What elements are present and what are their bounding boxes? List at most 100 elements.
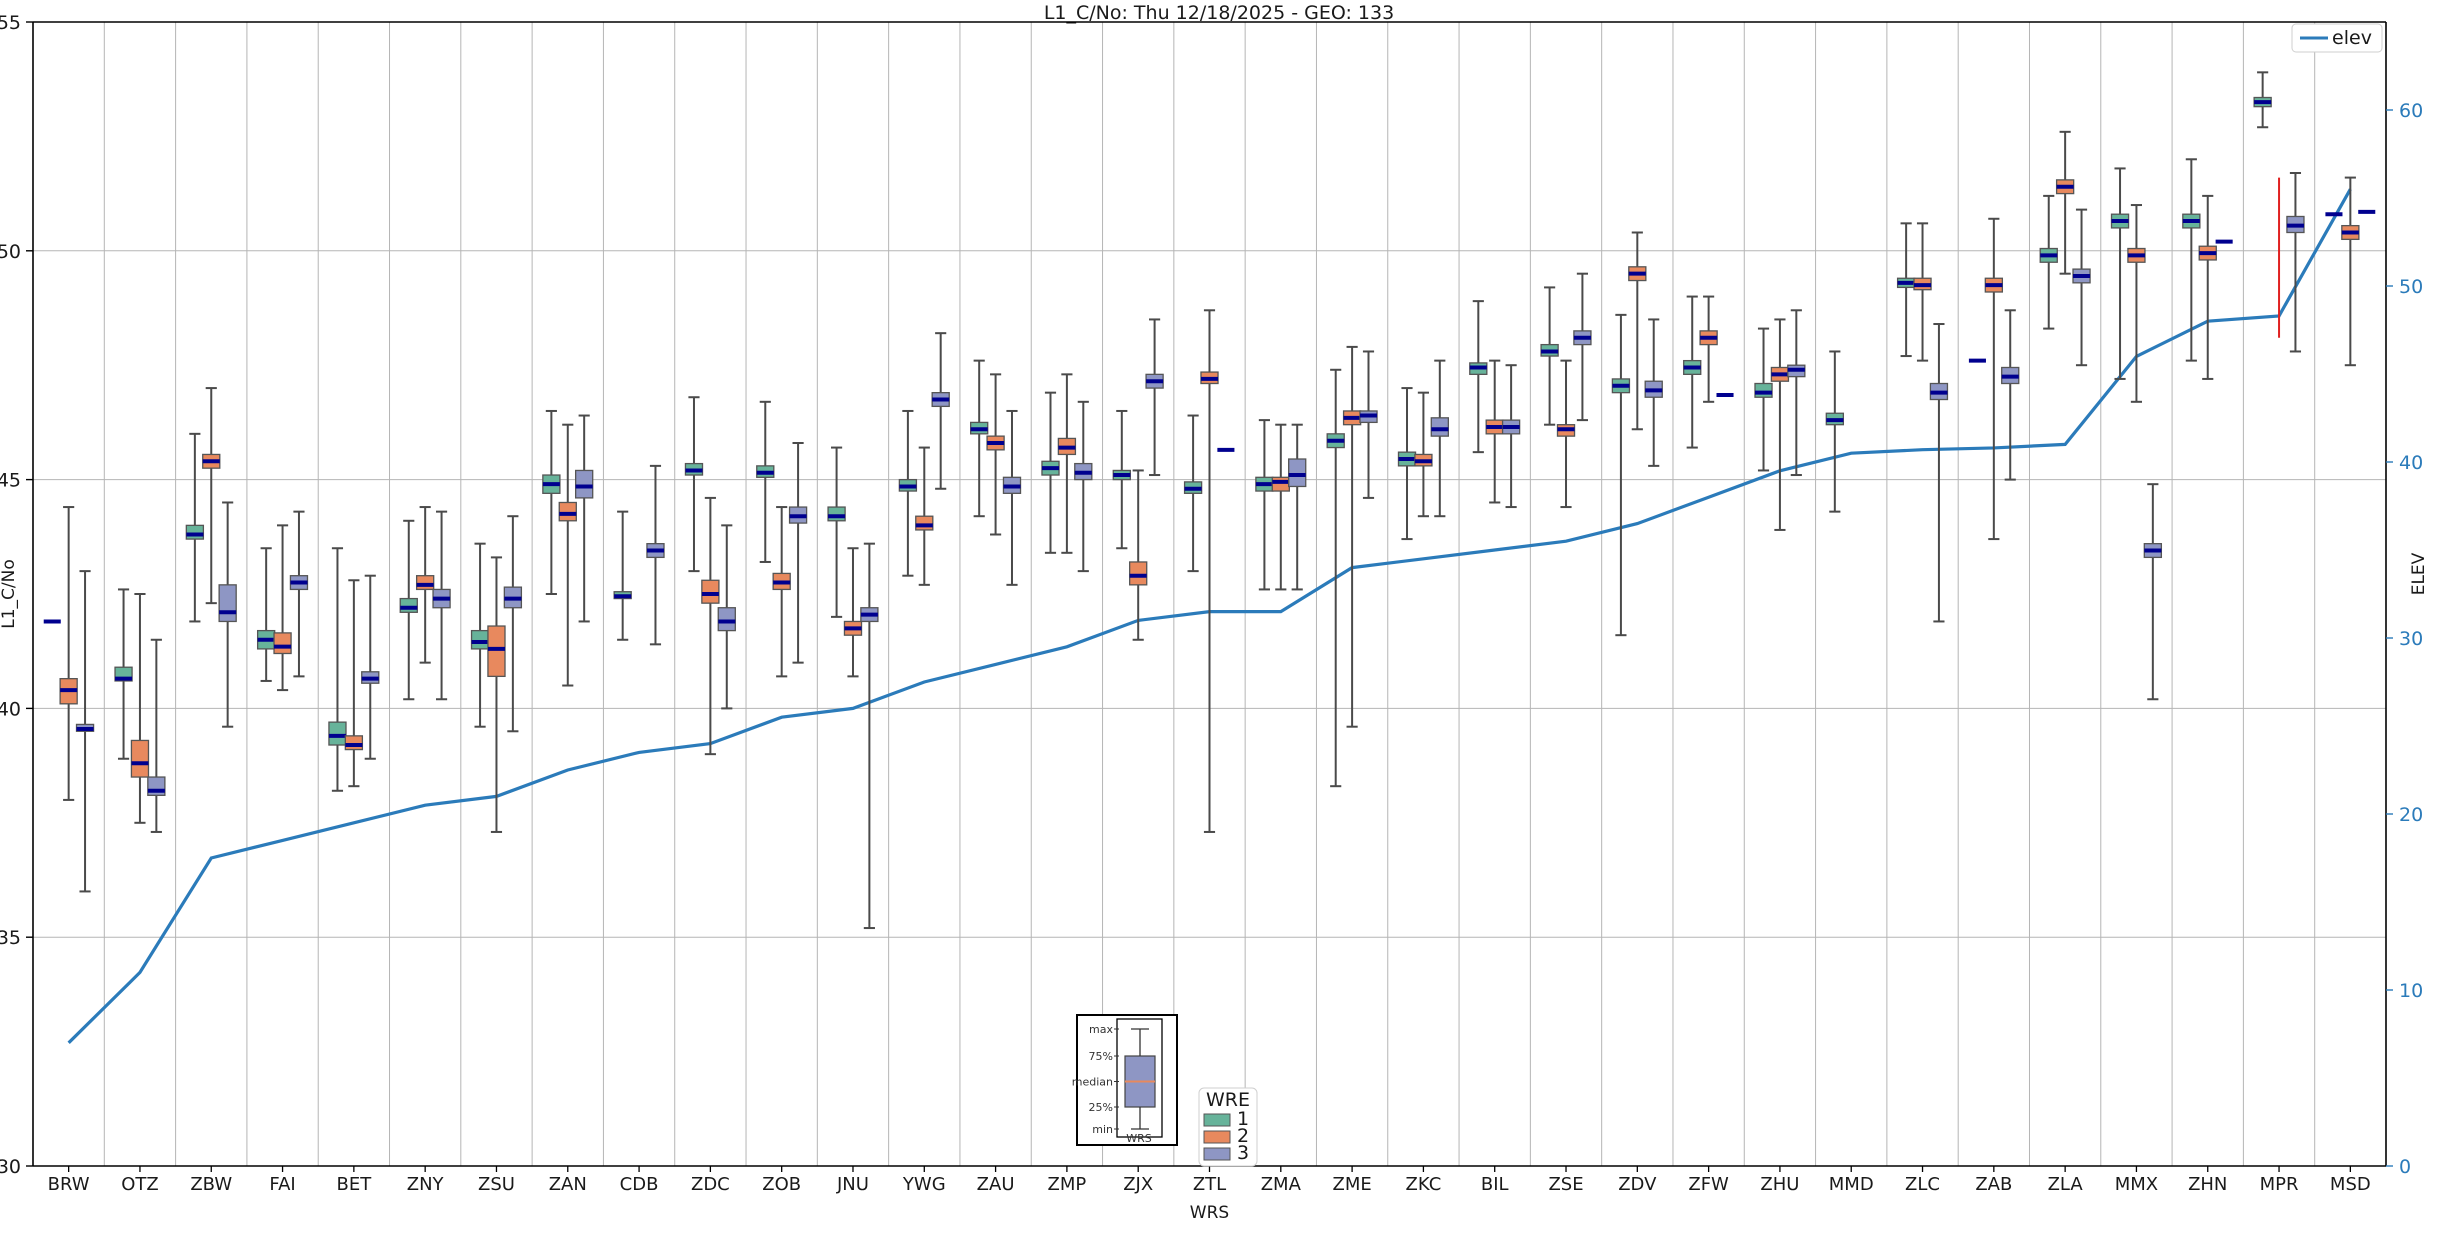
boxplot-otz-wre2[interactable] <box>130 593 150 824</box>
boxplot-zhn-wre2[interactable] <box>2198 194 2217 380</box>
boxplot-zma-wre3[interactable] <box>1288 423 1307 591</box>
boxplot-ztl-wre1[interactable] <box>1183 414 1203 573</box>
boxplot-bil-wre2[interactable] <box>1485 359 1504 504</box>
boxplot-zau-wre3[interactable] <box>1002 409 1022 586</box>
boxplot-ywg-wre2[interactable] <box>915 446 934 586</box>
boxplot-zlc-wre3[interactable] <box>1929 323 1949 623</box>
boxplot-mmx-wre1[interactable] <box>2110 167 2130 380</box>
boxplot-zab-wre2[interactable] <box>1984 217 2004 541</box>
boxplot-jnu-wre1[interactable] <box>827 446 846 618</box>
boxplot-zse-wre3[interactable] <box>1573 272 1592 422</box>
boxplot-zsu-wre2[interactable] <box>487 556 506 833</box>
boxplot-fai-wre1[interactable] <box>256 547 276 682</box>
boxplot-zhu-wre3[interactable] <box>1787 309 1806 477</box>
wre-legend[interactable] <box>1198 1087 1258 1167</box>
boxplot-bet-wre3[interactable] <box>361 574 380 760</box>
boxplot-zdv-wre1[interactable] <box>1611 313 1631 637</box>
elev-legend[interactable] <box>2291 23 2383 53</box>
boxplot-bet-wre2[interactable] <box>344 579 364 788</box>
boxplot-zny-wre2[interactable] <box>415 506 435 664</box>
wre-legend-label-1: 1 <box>1237 1108 1249 1130</box>
boxplot-zob-wre1[interactable] <box>756 400 775 563</box>
boxplot-zse-wre1[interactable] <box>1540 286 1559 426</box>
boxplot-zan-wre1[interactable] <box>542 409 561 595</box>
boxplot-bil-wre3[interactable] <box>1501 364 1521 509</box>
xtick-label-zla: ZLA <box>2048 1174 2084 1195</box>
boxplot-brw-wre2[interactable] <box>59 506 78 801</box>
boxplot-zjx-wre2[interactable] <box>1129 469 1148 641</box>
boxplot-ywg-wre3[interactable] <box>931 332 950 490</box>
box-rect <box>487 625 506 678</box>
boxplot-otz-wre1[interactable] <box>114 588 133 760</box>
boxplot-zme-wre3[interactable] <box>1359 350 1378 499</box>
boxplot-zan-wre3[interactable] <box>574 414 594 623</box>
boxplot-fai-wre3[interactable] <box>289 510 309 678</box>
boxplot-zny-wre1[interactable] <box>399 519 418 701</box>
boxplot-zob-wre2[interactable] <box>772 506 791 678</box>
boxplot-zkc-wre2[interactable] <box>1414 391 1433 518</box>
box-rect <box>1754 382 1773 398</box>
xtick-label-zmp: ZMP <box>1048 1174 1087 1195</box>
boxplot-zme-wre2[interactable] <box>1342 345 1362 728</box>
boxplot-mmx-wre3[interactable] <box>2143 483 2163 701</box>
boxplot-jnu-wre3[interactable] <box>860 542 879 930</box>
boxplot-zbw-wre2[interactable] <box>202 387 221 605</box>
boxplot-jnu-wre2[interactable] <box>843 547 863 678</box>
boxplot-zse-wre2[interactable] <box>1556 359 1576 509</box>
boxplot-zan-wre2[interactable] <box>558 423 577 687</box>
boxplot-zhn-wre1[interactable] <box>2182 158 2201 362</box>
boxplot-zkc-wre3[interactable] <box>1430 359 1449 518</box>
boxplot-zdc-wre3[interactable] <box>717 524 736 710</box>
boxplot-zsu-wre3[interactable] <box>503 515 523 733</box>
boxplot-brw-wre3[interactable] <box>75 570 95 893</box>
boxplot-ztl-wre2[interactable] <box>1200 309 1219 833</box>
boxplot-zme-wre1[interactable] <box>1326 368 1345 788</box>
boxplot-zla-wre3[interactable] <box>2072 208 2091 367</box>
boxplot-otz-wre3[interactable] <box>147 638 166 833</box>
boxplot-zma-wre1[interactable] <box>1255 419 1274 591</box>
boxplot-zmp-wre2[interactable] <box>1057 373 1077 554</box>
box-rect <box>827 506 846 522</box>
boxplot-zfw-wre1[interactable] <box>1683 295 1702 449</box>
boxplot-zjx-wre1[interactable] <box>1112 409 1131 550</box>
boxplot-zla-wre2[interactable] <box>2055 130 2075 275</box>
boxplot-zjx-wre3[interactable] <box>1145 318 1164 477</box>
boxplot-msd-wre2[interactable] <box>2341 176 2360 367</box>
boxplot-zny-wre3[interactable] <box>432 510 451 701</box>
boxplot-zma-wre2[interactable] <box>1271 423 1290 591</box>
boxplot-zhu-wre2[interactable] <box>1770 318 1790 531</box>
boxplot-cdb-wre3[interactable] <box>646 464 665 646</box>
y2tick-label: 60 <box>2399 100 2423 122</box>
boxplot-zob-wre3[interactable] <box>788 441 808 664</box>
boxplot-zdv-wre3[interactable] <box>1644 318 1663 467</box>
boxplot-zlc-wre1[interactable] <box>1896 222 1916 358</box>
boxplot-mmd-wre1[interactable] <box>1825 350 1845 513</box>
boxplot-zmp-wre1[interactable] <box>1041 391 1060 554</box>
boxplot-mpr-wre3[interactable] <box>2286 172 2305 353</box>
boxplot-bet-wre1[interactable] <box>328 547 347 792</box>
boxplot-zmp-wre3[interactable] <box>1074 400 1093 573</box>
boxplot-zsu-wre1[interactable] <box>470 542 490 728</box>
chart-title: L1_C/No: Thu 12/18/2025 - GEO: 133 <box>1043 2 1395 24</box>
boxplot-zlc-wre2[interactable] <box>1913 222 1932 362</box>
boxplot-zkc-wre1[interactable] <box>1397 387 1417 541</box>
boxplot-zbw-wre3[interactable] <box>218 501 237 728</box>
boxplot-ywg-wre1[interactable] <box>898 409 918 577</box>
boxplot-zbw-wre1[interactable] <box>185 432 205 623</box>
boxplot-zab-wre3[interactable] <box>2001 309 2020 481</box>
boxplot-fai-wre2[interactable] <box>273 524 292 692</box>
boxplot-zla-wre1[interactable] <box>2039 194 2058 330</box>
boxplot-zdv-wre2[interactable] <box>1628 231 1647 431</box>
boxplot-zdc-wre1[interactable] <box>684 396 704 573</box>
boxplot-zhu-wre1[interactable] <box>1754 327 1773 472</box>
boxplot-cdb-wre1[interactable] <box>613 510 632 641</box>
boxplot-mpr-wre1[interactable] <box>2253 71 2272 129</box>
boxplot-zau-wre1[interactable] <box>970 359 989 518</box>
boxplot-zau-wre2[interactable] <box>986 373 1005 536</box>
boxplot-zfw-wre2[interactable] <box>1699 295 1718 403</box>
boxplot-mmx-wre2[interactable] <box>2127 204 2146 403</box>
boxplot-zdc-wre2[interactable] <box>701 496 720 756</box>
boxplot-bil-wre1[interactable] <box>1469 300 1488 454</box>
inset-label-75pct: 75% <box>1089 1050 1113 1063</box>
